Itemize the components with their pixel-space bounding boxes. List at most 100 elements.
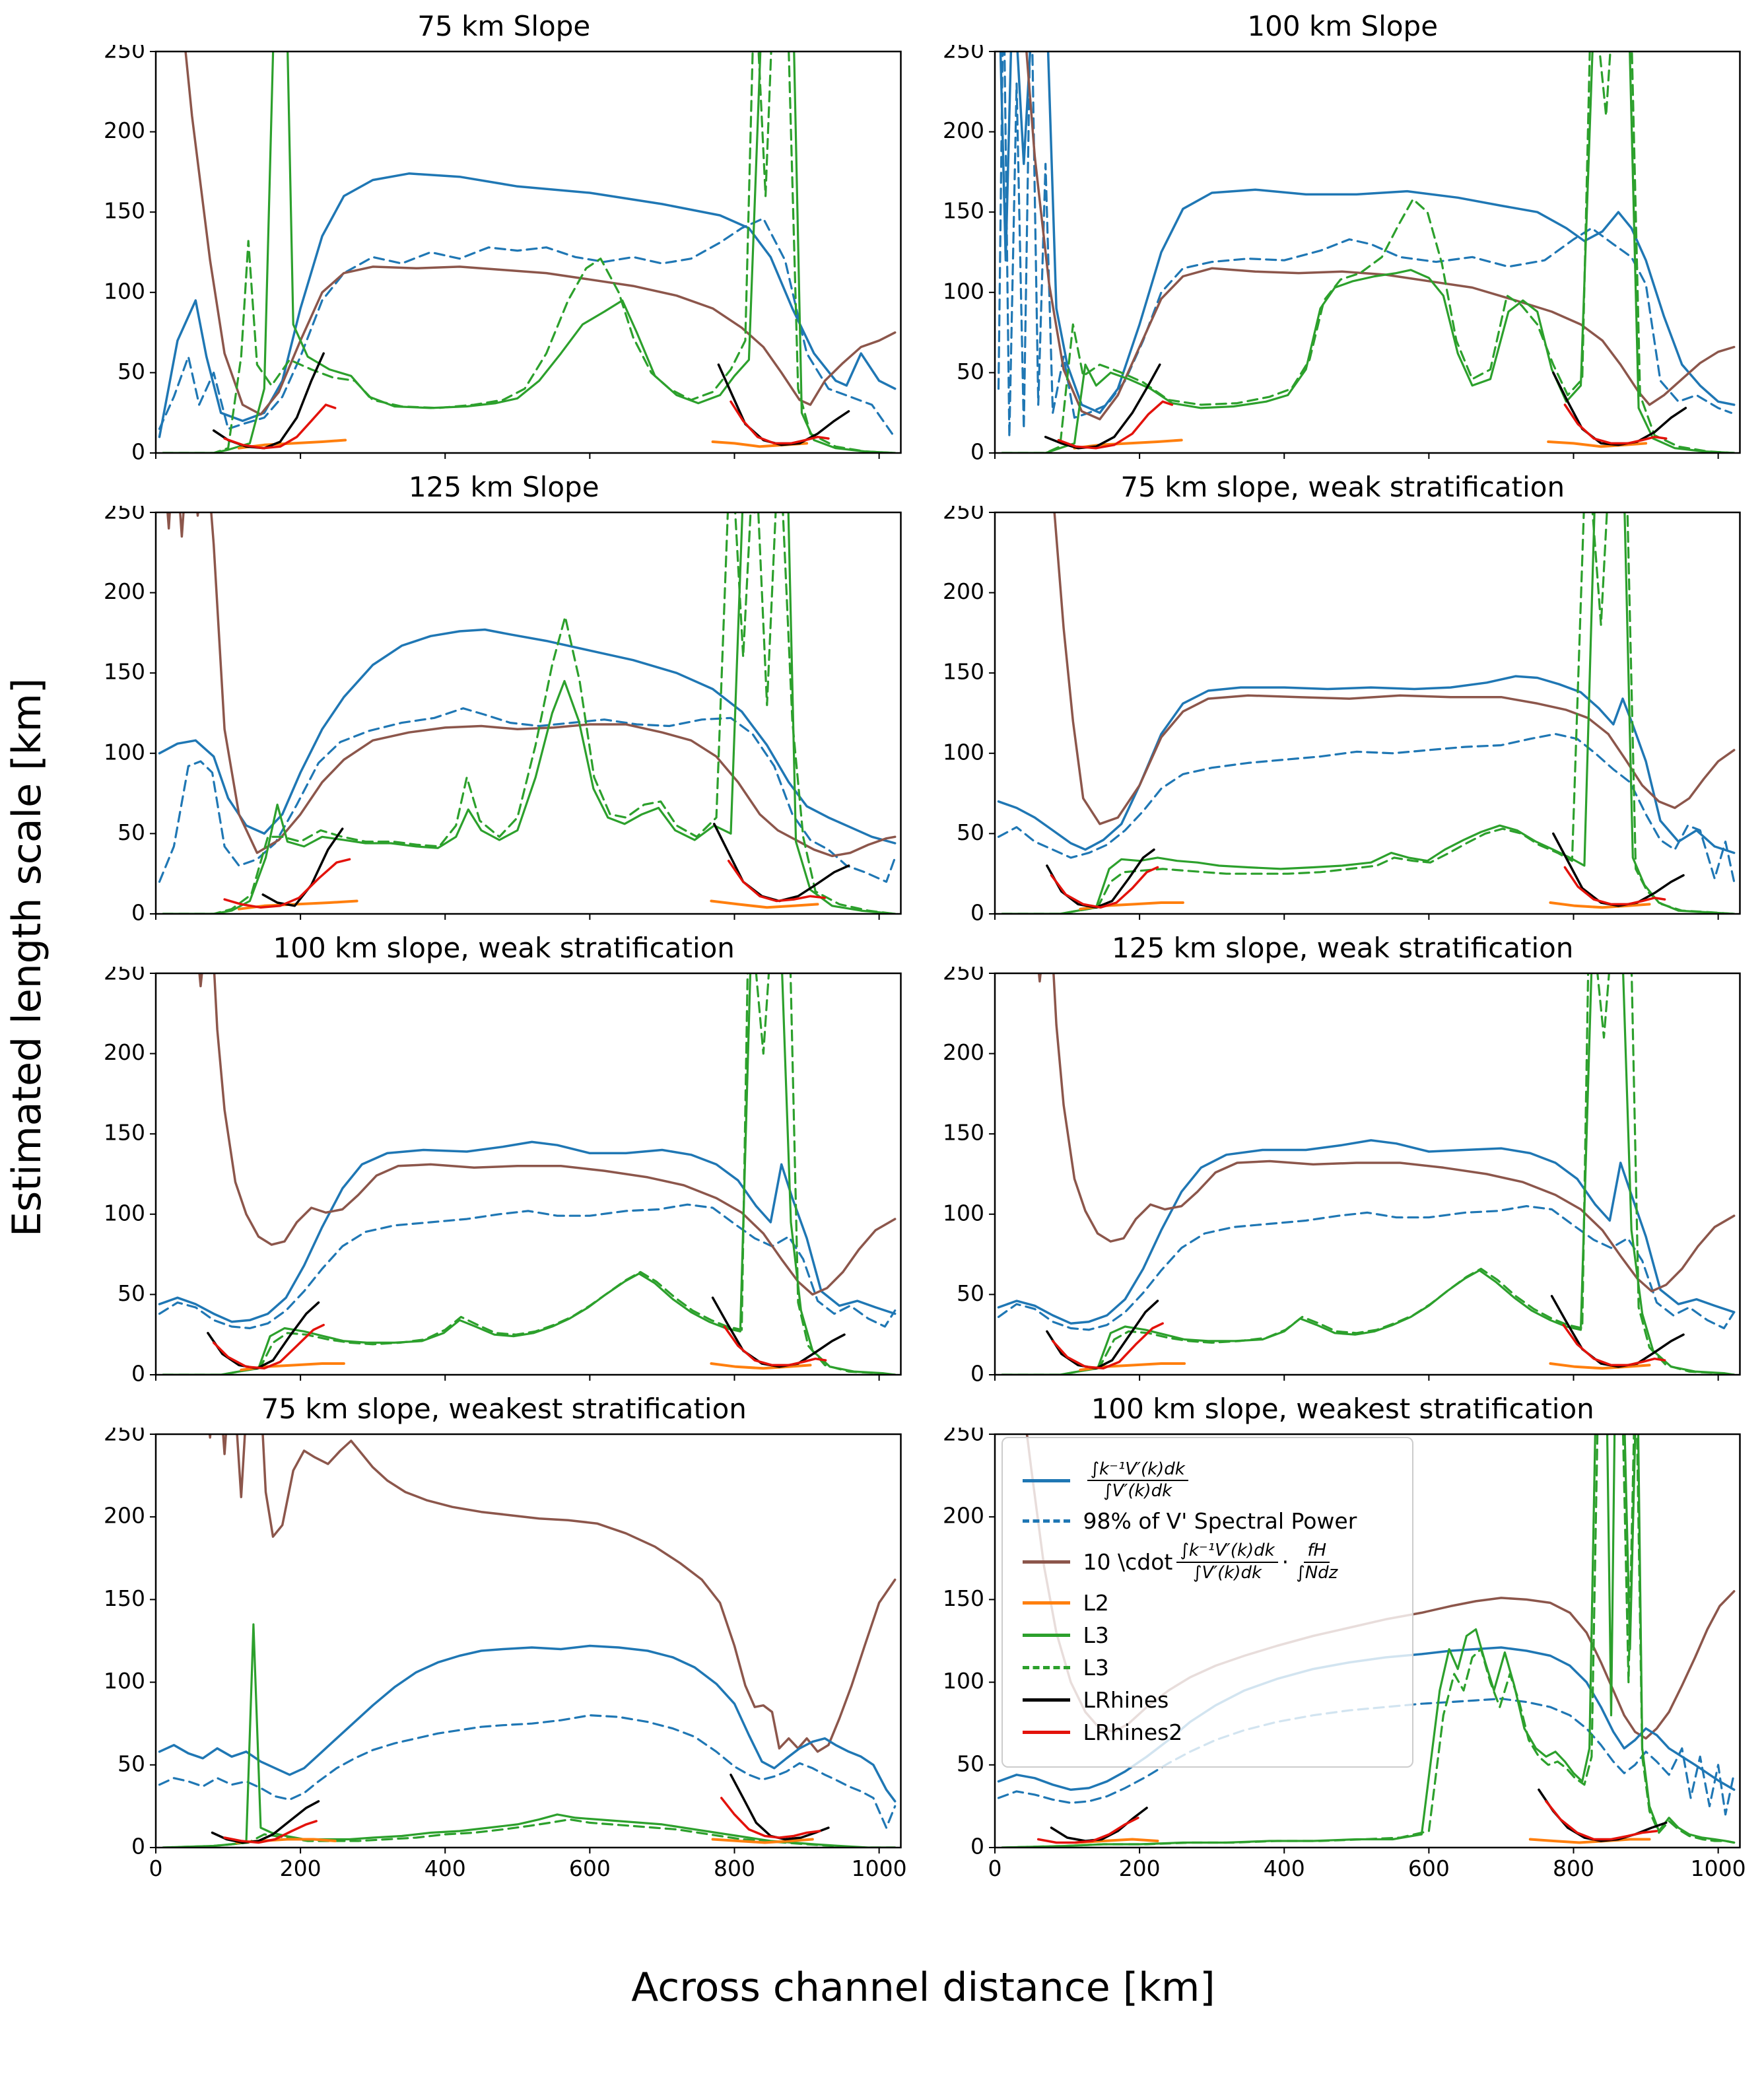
series-LRhines2 bbox=[223, 858, 351, 909]
chart-canvas: 0 50 100 150 200 250 bbox=[104, 967, 902, 1387]
legend-line-sample bbox=[1022, 1633, 1070, 1637]
series-spectral-98 bbox=[158, 1203, 897, 1330]
series-spectral-98 bbox=[997, 52, 1732, 438]
legend-label: 98% of V' Spectral Power bbox=[1083, 1508, 1357, 1535]
legend-line-sample bbox=[1022, 1519, 1070, 1523]
chart-title: 125 km slope, weak stratification bbox=[1112, 932, 1574, 964]
svg-text:0: 0 bbox=[970, 439, 984, 465]
series-spectral-98 bbox=[997, 733, 1735, 883]
series-LRhines2 bbox=[729, 400, 830, 445]
svg-text:0: 0 bbox=[970, 900, 984, 926]
series-LRhines bbox=[211, 1800, 320, 1844]
series-scaled-int-ratio bbox=[184, 52, 897, 416]
legend-box: ∫k⁻¹V′(k)dk ∫V′(k)dk 98% of V' Spectral Po… bbox=[1001, 1437, 1413, 1768]
series-spectral-98 bbox=[158, 707, 897, 883]
series-int-ratio bbox=[997, 675, 1735, 854]
series-L3-dashed bbox=[162, 52, 897, 453]
series-L3 bbox=[162, 1623, 897, 1848]
svg-text:150: 150 bbox=[943, 198, 984, 224]
series-LRhines2 bbox=[212, 1323, 325, 1370]
series-int-ratio bbox=[997, 1139, 1735, 1325]
svg-text:50: 50 bbox=[957, 1280, 984, 1306]
chart-canvas: 0 50 100 150 200 250 0 200 400 600 800 1000 bbox=[104, 1428, 907, 1881]
svg-text:200: 200 bbox=[943, 1039, 984, 1065]
legend-row: LRhines2 bbox=[1022, 1719, 1392, 1745]
svg-text:50: 50 bbox=[957, 819, 984, 845]
svg-text:100: 100 bbox=[943, 1200, 984, 1226]
series-LRhines2 bbox=[1036, 1817, 1139, 1844]
series-LRhines bbox=[713, 823, 850, 903]
svg-text:0: 0 bbox=[131, 900, 145, 926]
svg-text:0: 0 bbox=[131, 1834, 145, 1859]
svg-text:250: 250 bbox=[943, 1428, 984, 1446]
series-scaled-int-ratio bbox=[166, 512, 897, 858]
legend-row: ∫k⁻¹V′(k)dk ∫V′(k)dk bbox=[1022, 1459, 1392, 1502]
plot-frame bbox=[154, 511, 902, 915]
series-LRhines2 bbox=[223, 403, 337, 450]
svg-text:200: 200 bbox=[104, 1039, 145, 1065]
series-scaled-int-ratio bbox=[208, 1434, 897, 1753]
series-L3 bbox=[162, 512, 897, 914]
svg-text:1000: 1000 bbox=[1690, 1855, 1746, 1881]
series-LRhines bbox=[1044, 363, 1161, 450]
legend-line-sample bbox=[1022, 1698, 1070, 1702]
subplot-125km-weak: 125 km slope, weak stratification 0 50 100… bbox=[938, 930, 1748, 1387]
legend-fraction: fH ∫Ndz bbox=[1296, 1541, 1338, 1583]
chart-title: 125 km Slope bbox=[408, 471, 599, 503]
legend-label: ∫k⁻¹V′(k)dk ∫V′(k)dk bbox=[1083, 1459, 1192, 1502]
legend-line-sample bbox=[1022, 1560, 1070, 1564]
series-L3-dashed bbox=[1000, 1434, 1735, 1848]
chart-canvas: 0 50 100 150 200 250 bbox=[943, 967, 1741, 1387]
series-LRhines2 bbox=[723, 1325, 827, 1367]
series-int-ratio bbox=[158, 1140, 897, 1323]
svg-text:800: 800 bbox=[714, 1855, 755, 1881]
legend-fraction: ∫k⁻¹V′(k)dk ∫V′(k)dk bbox=[1176, 1541, 1278, 1583]
svg-text:100: 100 bbox=[943, 278, 984, 304]
series-int-ratio bbox=[158, 172, 897, 438]
legend-row: L3 bbox=[1022, 1622, 1392, 1648]
series-LRhines2 bbox=[223, 1820, 318, 1844]
svg-text:150: 150 bbox=[943, 1120, 984, 1146]
series-L2 bbox=[711, 1838, 814, 1844]
subplot-75km-slope: 75 km Slope 0 50 100 150 200 250 bbox=[99, 8, 909, 465]
svg-text:50: 50 bbox=[118, 1280, 145, 1306]
svg-text:50: 50 bbox=[957, 1750, 984, 1776]
series-scaled-int-ratio bbox=[1052, 512, 1735, 825]
subplot-75km-weakest: 75 km slope, weakest stratification 0 50 1… bbox=[99, 1391, 909, 1890]
series-L3 bbox=[162, 973, 897, 1375]
legend-line-sample bbox=[1022, 1730, 1070, 1734]
svg-text:0: 0 bbox=[131, 1361, 145, 1387]
legend-label: LRhines bbox=[1083, 1686, 1169, 1713]
svg-text:0: 0 bbox=[131, 439, 145, 465]
series-spectral-98 bbox=[997, 1205, 1735, 1331]
legend-label: L3 bbox=[1083, 1654, 1109, 1680]
svg-text:250: 250 bbox=[104, 45, 145, 63]
plot-frame bbox=[994, 511, 1741, 915]
legend-row: 98% of V' Spectral Power bbox=[1022, 1508, 1392, 1535]
series-L3-dashed bbox=[162, 512, 897, 914]
svg-text:0: 0 bbox=[970, 1361, 984, 1387]
series-int-ratio bbox=[999, 52, 1735, 414]
legend-label: L3 bbox=[1083, 1622, 1109, 1648]
series-L2 bbox=[1548, 1362, 1650, 1370]
series-LRhines bbox=[1551, 832, 1685, 907]
chart-title: 75 km slope, weak stratification bbox=[1120, 471, 1565, 503]
svg-text:0: 0 bbox=[988, 1855, 1001, 1881]
subplot-75km-weak: 75 km slope, weak stratification 0 50 100 1… bbox=[938, 469, 1748, 926]
subplot-125km-slope: 125 km Slope 0 50 100 150 200 250 bbox=[99, 469, 909, 926]
plot-frame bbox=[154, 1433, 902, 1849]
y-axis-label: Estimated length scale [km] bbox=[4, 677, 50, 1237]
series-L3-dashed bbox=[1000, 52, 1735, 453]
series-scaled-int-ratio bbox=[198, 973, 897, 1296]
svg-text:600: 600 bbox=[1408, 1855, 1449, 1881]
series-LRhines bbox=[1050, 1807, 1148, 1842]
series-int-ratio bbox=[158, 628, 897, 845]
series-LRhines bbox=[717, 363, 850, 446]
svg-text:800: 800 bbox=[1553, 1855, 1594, 1881]
series-L3 bbox=[162, 52, 897, 453]
series-L3-dashed bbox=[162, 973, 897, 1375]
series-L2 bbox=[1546, 440, 1647, 448]
series-LRhines bbox=[1550, 1295, 1685, 1368]
svg-text:200: 200 bbox=[943, 1503, 984, 1529]
